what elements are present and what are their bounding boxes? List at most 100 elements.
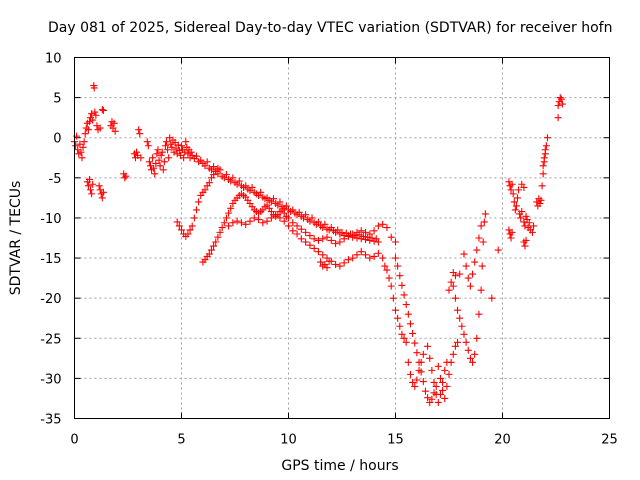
data-point [479, 238, 487, 246]
y-tick-label: -20 [40, 292, 61, 307]
data-point [510, 198, 518, 206]
data-point [143, 138, 151, 146]
data-point [233, 217, 241, 225]
data-point [85, 118, 93, 126]
data-point [151, 170, 159, 178]
data-point [507, 186, 515, 194]
data-point [174, 141, 182, 149]
data-point [340, 259, 348, 267]
data-point [434, 398, 442, 406]
data-point [340, 235, 348, 243]
x-tick-label: 10 [280, 433, 297, 448]
data-point [186, 226, 194, 234]
data-point [494, 246, 502, 254]
data-point [323, 264, 331, 272]
data-point [394, 314, 402, 322]
data-point [203, 158, 211, 166]
data-point [222, 214, 230, 222]
x-axis-label: GPS time / hours [281, 458, 398, 474]
data-point [321, 220, 329, 228]
data-point [319, 235, 327, 243]
data-point [439, 386, 447, 394]
data-point [451, 294, 459, 302]
data-point [385, 274, 393, 282]
data-point [293, 222, 301, 230]
data-point [415, 366, 423, 374]
data-point [161, 142, 169, 150]
data-point [426, 354, 434, 362]
data-point [175, 222, 183, 230]
data-point [509, 190, 517, 198]
data-point [362, 251, 370, 259]
data-point [469, 270, 477, 278]
data-point [225, 222, 233, 230]
data-point [469, 358, 477, 366]
data-point [374, 222, 382, 230]
data-point [285, 222, 292, 230]
data-point [154, 146, 162, 154]
data-point [511, 206, 519, 214]
data-point [302, 228, 310, 236]
x-tick-label: 25 [601, 433, 618, 448]
data-point [475, 234, 483, 242]
data-point [181, 148, 189, 156]
data-point [89, 180, 97, 188]
data-point [282, 202, 290, 210]
data-point [460, 330, 468, 338]
data-point [336, 238, 344, 246]
data-point [293, 230, 301, 238]
data-point [80, 138, 88, 146]
data-point [276, 198, 284, 206]
data-point [257, 188, 265, 196]
data-point [554, 102, 562, 110]
data-point [402, 338, 410, 346]
data-point [91, 108, 99, 116]
y-tick-label: -30 [40, 372, 61, 387]
data-point [280, 217, 288, 225]
data-point [466, 354, 474, 362]
data-point [121, 174, 129, 182]
data-point [229, 219, 237, 227]
data-point [387, 233, 395, 241]
data-point [210, 242, 218, 250]
data-point [158, 148, 166, 156]
data-point [400, 291, 408, 299]
data-point [92, 111, 100, 119]
data-point [84, 126, 92, 134]
data-point [409, 378, 417, 386]
data-point [88, 110, 96, 118]
data-point [334, 226, 342, 234]
data-point [145, 158, 153, 166]
data-point [383, 266, 391, 274]
data-point [159, 166, 167, 174]
data-point [325, 257, 333, 265]
data-point [192, 206, 200, 214]
data-point [441, 394, 449, 402]
data-point [248, 183, 256, 191]
data-point [99, 106, 107, 114]
data-point [406, 320, 414, 328]
data-point [447, 358, 455, 366]
data-point [409, 329, 417, 337]
data-point [207, 246, 215, 254]
data-point [441, 366, 449, 374]
data-point [398, 281, 406, 289]
data-point [190, 214, 198, 222]
data-point [528, 228, 536, 236]
data-point [357, 227, 365, 235]
data-point [225, 209, 233, 217]
data-point [201, 186, 209, 194]
data-point [419, 378, 427, 386]
data-point [488, 294, 496, 302]
data-point [133, 148, 141, 156]
data-point [392, 306, 399, 314]
data-point [182, 138, 190, 146]
data-point [478, 262, 486, 270]
x-tick-label: 15 [387, 433, 404, 448]
data-point [411, 382, 419, 390]
x-tick-label: 20 [494, 433, 511, 448]
data-point [76, 140, 84, 148]
data-point [344, 232, 352, 240]
y-axis-label: SDTVAR / TECUs [8, 181, 24, 296]
data-point [430, 378, 438, 386]
